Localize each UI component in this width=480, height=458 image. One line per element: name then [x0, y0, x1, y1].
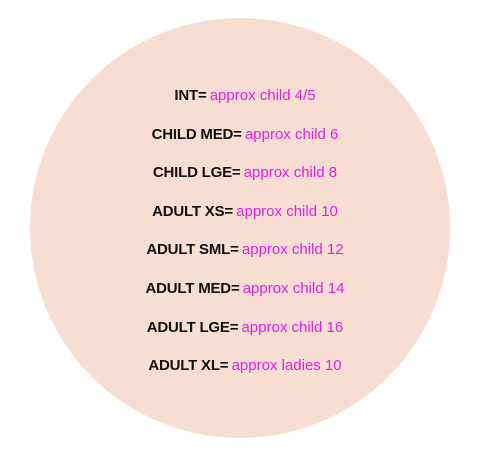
- size-row: ADULT XL= approx ladies 10: [0, 353, 480, 392]
- equals-sign: =: [229, 318, 239, 336]
- approx-size: approx child 6: [244, 125, 339, 143]
- size-list: INT= approx child 4/5 CHILD MED= approx ch…: [0, 83, 480, 392]
- equals-sign: =: [231, 164, 241, 182]
- size-label: ADULT XL: [148, 357, 220, 375]
- size-row: CHILD MED= approx child 6: [0, 122, 480, 161]
- size-label: ADULT XS: [152, 202, 225, 220]
- size-label: ADULT SML: [146, 241, 231, 259]
- background-circle: [30, 18, 450, 438]
- equals-sign: =: [230, 279, 240, 297]
- approx-size: approx child 12: [241, 241, 344, 259]
- approx-size: approx child 8: [243, 164, 338, 182]
- approx-size: approx child 14: [242, 279, 345, 297]
- equals-sign: =: [230, 241, 239, 259]
- equals-sign: =: [224, 202, 234, 220]
- size-row: ADULT LGE= approx child 16: [0, 315, 480, 354]
- size-label: ADULT LGE: [146, 318, 230, 336]
- approx-size: approx ladies 10: [231, 357, 342, 375]
- equals-sign: =: [197, 87, 207, 104]
- size-row: ADULT MED= approx child 14: [0, 276, 480, 315]
- equals-sign: =: [233, 125, 242, 143]
- size-label: INT: [174, 87, 198, 104]
- approx-size: approx child 4/5: [209, 87, 316, 104]
- approx-size: approx child 10: [236, 202, 338, 220]
- size-label: CHILD MED: [151, 125, 234, 143]
- size-row: INT= approx child 4/5: [0, 83, 480, 122]
- size-label: ADULT MED: [145, 279, 232, 297]
- size-row: ADULT SML= approx child 12: [0, 237, 480, 276]
- equals-sign: =: [219, 357, 229, 375]
- approx-size: approx child 16: [241, 318, 344, 336]
- size-row: CHILD LGE= approx child 8: [0, 160, 480, 199]
- size-row: ADULT XS= approx child 10: [0, 199, 480, 238]
- size-label: CHILD LGE: [152, 164, 232, 182]
